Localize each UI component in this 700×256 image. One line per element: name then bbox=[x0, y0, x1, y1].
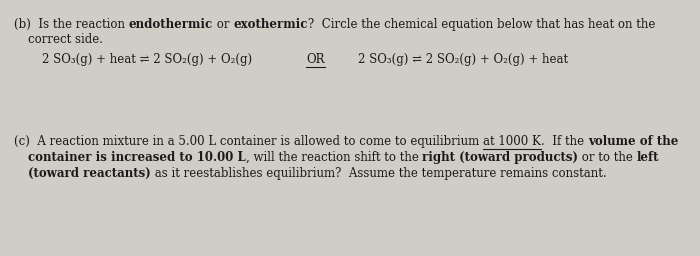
Text: left: left bbox=[637, 151, 659, 164]
Text: 2 SO₃(g) + heat ⇌ 2 SO₂(g) + O₂(g): 2 SO₃(g) + heat ⇌ 2 SO₂(g) + O₂(g) bbox=[42, 53, 252, 66]
Text: ?  Circle the chemical equation below that has heat on the: ? Circle the chemical equation below tha… bbox=[307, 18, 655, 31]
Text: increased to 10.00 L: increased to 10.00 L bbox=[111, 151, 246, 164]
Text: as it reestablishes equilibrium?  Assume the temperature remains constant.: as it reestablishes equilibrium? Assume … bbox=[150, 167, 606, 180]
Text: or: or bbox=[213, 18, 233, 31]
Text: endothermic: endothermic bbox=[129, 18, 213, 31]
Text: (b)  Is the reaction: (b) Is the reaction bbox=[14, 18, 129, 31]
Text: (c)  A reaction mixture in a 5.00 L container is allowed to come to equilibrium: (c) A reaction mixture in a 5.00 L conta… bbox=[14, 135, 483, 148]
Text: right (toward products): right (toward products) bbox=[422, 151, 578, 164]
Text: exothermic: exothermic bbox=[233, 18, 307, 31]
Text: container is: container is bbox=[28, 151, 111, 164]
Text: or to the: or to the bbox=[578, 151, 637, 164]
Text: volume of the: volume of the bbox=[588, 135, 678, 148]
Text: 2 SO₃(g) ⇌ 2 SO₂(g) + O₂(g) + heat: 2 SO₃(g) ⇌ 2 SO₂(g) + O₂(g) + heat bbox=[358, 53, 568, 66]
Text: (toward reactants): (toward reactants) bbox=[28, 167, 150, 180]
Text: OR: OR bbox=[306, 53, 325, 66]
Text: .  If the: . If the bbox=[541, 135, 588, 148]
Text: at 1000 K: at 1000 K bbox=[483, 135, 541, 148]
Text: correct side.: correct side. bbox=[28, 33, 103, 46]
Text: , will the reaction shift to the: , will the reaction shift to the bbox=[246, 151, 422, 164]
